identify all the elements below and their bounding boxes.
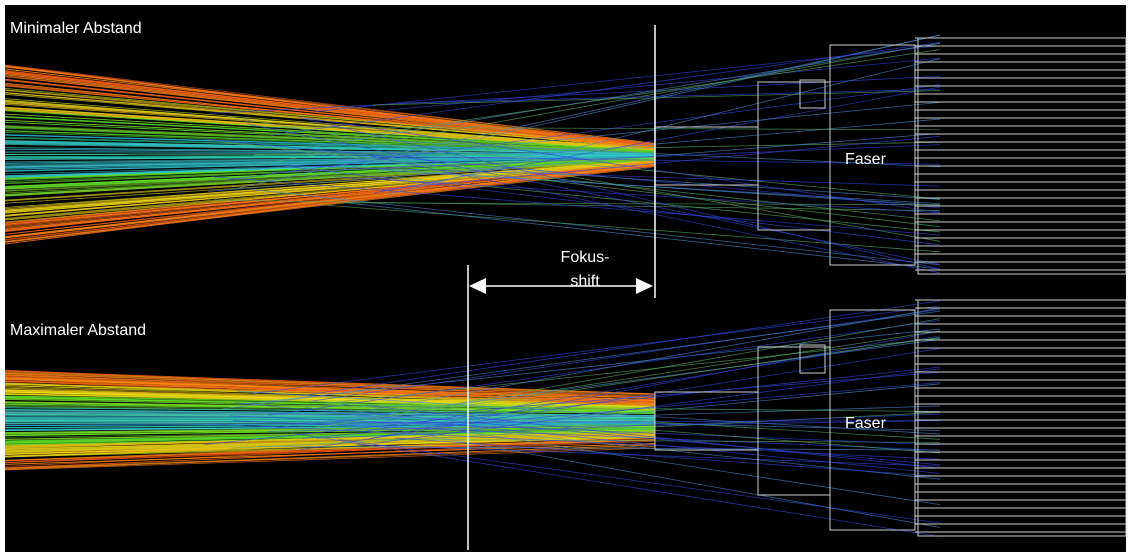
annotation: shift: [570, 273, 600, 290]
page: Minimaler Abstand Maximaler Abstand Fase…: [0, 0, 1131, 557]
annotation: Fokus-: [561, 249, 610, 266]
panel-label: Minimaler Abstand: [10, 20, 142, 37]
ray-trace-figure: Minimaler Abstand Maximaler Abstand Fase…: [0, 0, 1131, 557]
fiber-label: Faser: [845, 151, 887, 168]
fiber-label: Faser: [845, 415, 887, 432]
panel-label: Maximaler Abstand: [10, 322, 146, 339]
